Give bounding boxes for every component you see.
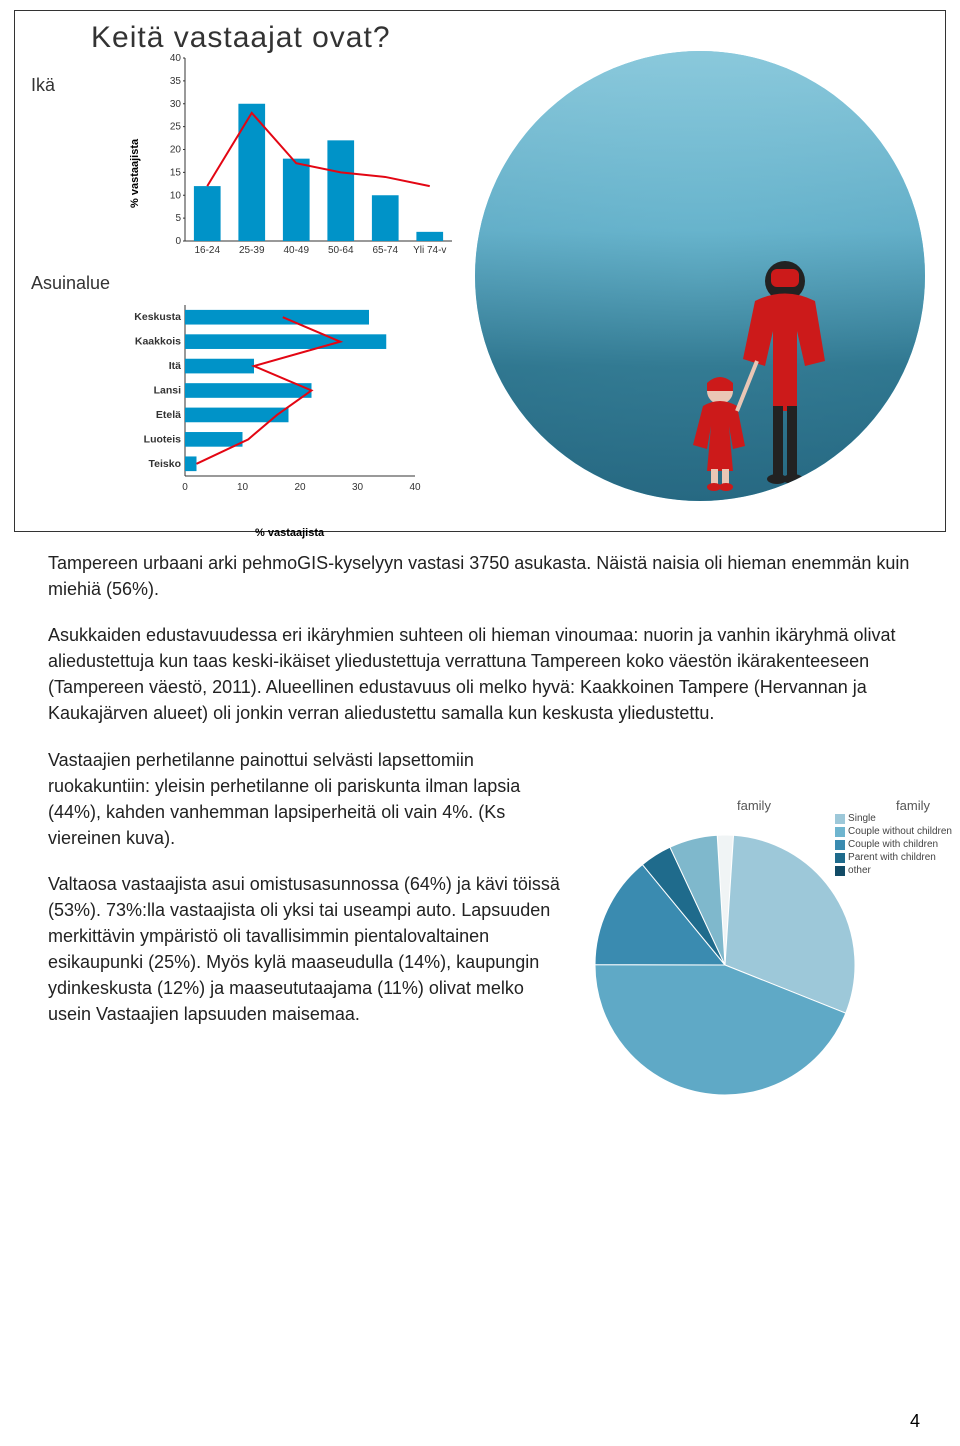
svg-text:0: 0: [182, 482, 188, 493]
svg-text:65-74: 65-74: [372, 245, 398, 256]
svg-text:Itä: Itä: [169, 360, 181, 372]
hbar-chart-svg: 0 10 20 30 40 Keskusta Kaakkois Itä Lansi Etelä Lu…: [125, 301, 425, 501]
svg-text:Yli 74-v: Yli 74-v: [413, 245, 446, 256]
legend-item: Couple with children: [835, 838, 952, 851]
svg-text:Luoteis: Luoteis: [144, 433, 181, 445]
svg-text:0: 0: [175, 236, 181, 247]
svg-text:30: 30: [170, 99, 182, 110]
pie-chart-area: family family SingleCouple without child…: [585, 798, 950, 1118]
svg-text:20: 20: [170, 145, 182, 156]
svg-text:50-64: 50-64: [328, 245, 354, 256]
svg-text:10: 10: [170, 190, 182, 201]
svg-text:Teisko: Teisko: [149, 458, 181, 470]
age-bar-chart: % vastaajista 051015202530354016-2425-39…: [135, 53, 465, 263]
paragraph-2: Asukkaiden edustavuudessa eri ikäryhmien…: [48, 622, 912, 726]
pie-title-2: family: [896, 798, 930, 813]
pie-title: family: [737, 798, 771, 813]
svg-text:35: 35: [170, 76, 182, 87]
legend-item: Parent with children: [835, 851, 952, 864]
legend-item: other: [835, 864, 952, 877]
legend-item: Single: [835, 812, 952, 825]
chart-panel: Keitä vastaajat ovat? Ikä Asuinalue % va…: [14, 10, 946, 532]
pie-legend: SingleCouple without childrenCouple with…: [835, 812, 952, 877]
svg-text:25: 25: [170, 122, 182, 133]
svg-text:10: 10: [237, 482, 249, 493]
svg-text:40: 40: [170, 53, 182, 64]
pie-svg: [585, 825, 865, 1105]
svg-text:20: 20: [294, 482, 306, 493]
bar-chart-svg: 0 5 10 15 20 25 30 35 40 16-24 25-39 40-49 50-64 65-7…: [157, 53, 457, 263]
legend-item: Couple without children: [835, 825, 952, 838]
y-axis-label: % vastaajista: [129, 139, 141, 208]
illustration-figures: [475, 51, 925, 501]
svg-text:30: 30: [352, 482, 364, 493]
svg-text:Keskusta: Keskusta: [134, 311, 181, 323]
chart-title: Keitä vastaajat ovat?: [91, 21, 935, 55]
x-axis-label: % vastaajista: [255, 527, 324, 539]
paragraph-3: Vastaajien perhetilanne painottui selväs…: [48, 747, 568, 851]
svg-text:40-49: 40-49: [283, 245, 309, 256]
svg-text:16-24: 16-24: [194, 245, 220, 256]
svg-text:Kaakkois: Kaakkois: [135, 336, 181, 348]
svg-text:25-39: 25-39: [239, 245, 265, 256]
paragraph-4: Valtaosa vastaajista asui omistusasunnos…: [48, 871, 568, 1028]
svg-text:Lansi: Lansi: [154, 385, 182, 397]
svg-text:40: 40: [409, 482, 421, 493]
area-hbar-chart: 0 10 20 30 40 Keskusta Kaakkois Itä Lansi Etelä Lu…: [125, 301, 425, 511]
side-label-age: Ikä: [31, 75, 55, 96]
svg-text:Etelä: Etelä: [156, 409, 181, 421]
svg-text:15: 15: [170, 167, 182, 178]
side-label-area: Asuinalue: [31, 273, 110, 294]
paragraph-1: Tampereen urbaani arki pehmoGIS-kyselyyn…: [48, 550, 912, 602]
svg-text:5: 5: [175, 213, 181, 224]
illustration-circle: [475, 51, 925, 501]
page-number: 4: [910, 1411, 920, 1432]
